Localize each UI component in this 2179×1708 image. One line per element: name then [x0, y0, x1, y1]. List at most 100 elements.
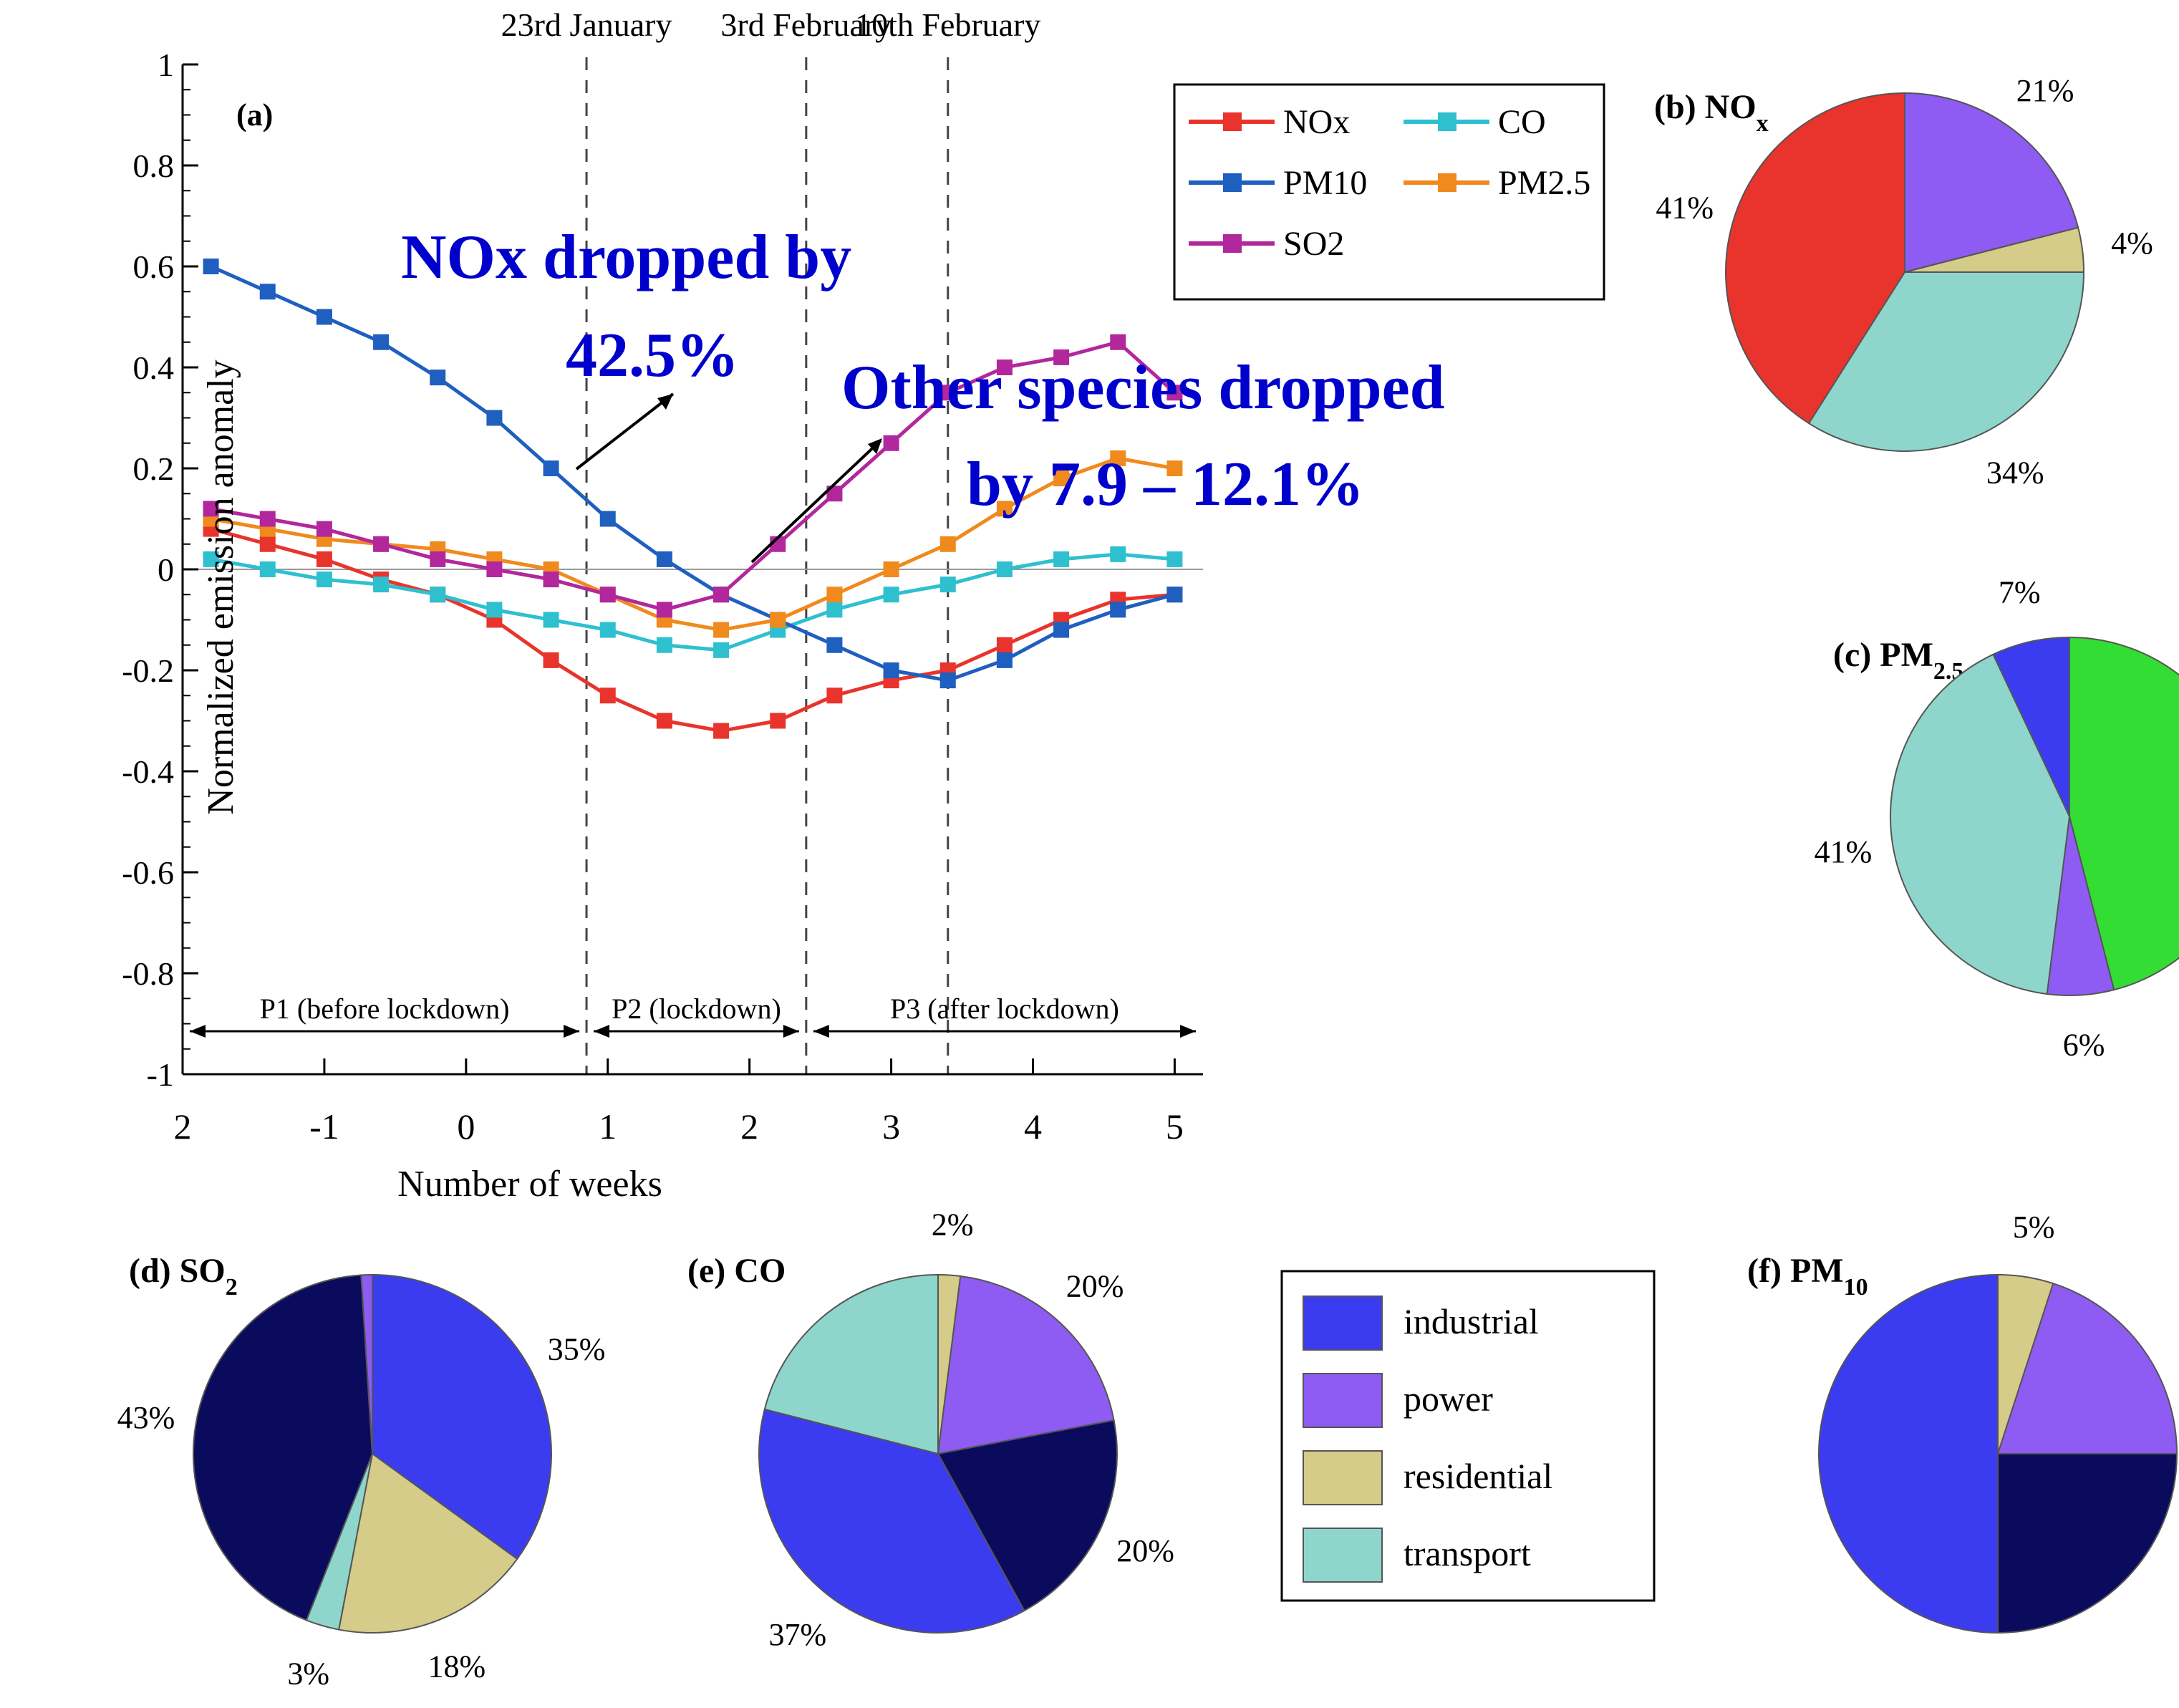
data-point-so2 — [1166, 385, 1183, 401]
sector-legend: industrial power residential transport — [1280, 1270, 1656, 1602]
data-point-pm10 — [939, 672, 956, 689]
data-point-pm2-5 — [770, 612, 786, 628]
pie-slice-label: 6% — [2063, 1027, 2105, 1062]
annotation-other-line2: by 7.9 – 12.1% — [967, 450, 1364, 519]
data-point-pm10 — [316, 309, 332, 325]
data-point-pm2-5 — [826, 587, 843, 603]
data-point-pm10 — [883, 662, 899, 678]
data-point-so2 — [373, 536, 390, 552]
pie-slice-label: 35% — [548, 1332, 606, 1367]
pie-slice-label: 18% — [427, 1649, 485, 1684]
legend-label-pm2-5: PM2.5 — [1498, 164, 1590, 202]
data-point-co — [939, 576, 956, 593]
pie-slice-label: 37% — [769, 1617, 827, 1652]
data-point-so2 — [543, 571, 559, 588]
series-line-pm10 — [210, 264, 1176, 682]
data-point-pm10 — [996, 652, 1013, 668]
legend-label-co: CO — [1498, 103, 1546, 141]
series-line-nox — [210, 527, 1175, 733]
period-label-1: P1 (before lockdown) — [260, 993, 510, 1025]
pie-e-co: (e) CO 2% 20% 20% 37% — [687, 1207, 1174, 1652]
pie-slice-nox — [1725, 92, 1905, 425]
y-tick-label: -1 — [147, 1056, 174, 1093]
series-group — [203, 259, 1183, 739]
data-point-pm10 — [543, 460, 559, 476]
period-arrowhead-right — [1180, 1025, 1196, 1038]
data-point-co — [1053, 551, 1070, 567]
data-point-pm2-5 — [1110, 450, 1126, 466]
x-tick-label: -1 — [309, 1106, 339, 1147]
y-tick-label: -0.2 — [122, 652, 174, 689]
pie-title: (e) CO — [687, 1252, 786, 1290]
pie-slice-label: 41% — [1656, 190, 1714, 226]
pie-c-pm2-5: (c) PM2.546%6%41%7% — [1815, 575, 2179, 1062]
pie-slice-industrial — [758, 1408, 1025, 1634]
legend-swatch-marker — [1438, 173, 1456, 192]
data-point-co — [1110, 546, 1126, 562]
data-point-pm2-5 — [939, 536, 956, 552]
data-point-pm2-5 — [1053, 471, 1070, 487]
y-tick-label: 0.4 — [133, 349, 175, 386]
data-point-pm10 — [1053, 622, 1070, 638]
data-point-co — [373, 576, 390, 593]
pie-slice-power — [1904, 92, 2079, 274]
data-point-pm10 — [826, 637, 843, 653]
pie-slice-label: 21% — [2016, 73, 2074, 108]
axes: 10.80.60.40.20-0.2-0.4-0.6-0.8-12 -1 0 1 2 3 4… — [122, 47, 1203, 1147]
pie-slice-label: 5% — [2013, 1210, 2055, 1245]
pie-slice-label: 7% — [1999, 575, 2041, 610]
data-point-co — [543, 612, 559, 628]
data-point-pm10 — [1166, 587, 1183, 603]
series-pm10 — [203, 259, 1183, 689]
pie-title-subscript: 2 — [226, 1274, 238, 1301]
y-tick-label: 0 — [158, 551, 174, 588]
sector-label-transport: transport — [1403, 1533, 1531, 1573]
sector-swatch-power — [1303, 1373, 1383, 1428]
data-point-co — [656, 637, 672, 653]
event-label-3rd-february: 3rd February — [720, 6, 892, 43]
data-point-pm10 — [656, 551, 672, 567]
data-point-so2 — [203, 501, 219, 517]
pie-title-subscript: 10 — [1844, 1274, 1868, 1301]
pie-slice-industrial — [1818, 1273, 1999, 1634]
legend-label-pm10: PM10 — [1283, 164, 1367, 202]
data-point-co — [486, 602, 503, 618]
data-point-co — [259, 561, 276, 577]
species-legend: NOx CO PM10 PM2.5 SO2 — [1173, 83, 1605, 301]
pie-slice-navy — [1997, 1453, 2178, 1634]
period-labels: P1 (before lockdown) P2 (lockdown) P3 (aft… — [190, 993, 1196, 1038]
sector-label-power: power — [1403, 1379, 1493, 1419]
series-line-co — [211, 552, 1175, 652]
data-point-pm10 — [599, 511, 616, 527]
annotation-other: Other species dropped by 7.9 – 12.1% — [750, 353, 1445, 564]
data-point-nox — [316, 551, 332, 567]
sector-label-residential: residential — [1403, 1456, 1552, 1496]
data-point-pm10 — [1110, 602, 1126, 618]
pie-slice-label: 34% — [1986, 455, 2044, 490]
x-tick-label: 4 — [1024, 1106, 1042, 1147]
period-arrowhead-left — [813, 1025, 829, 1038]
legend-label-nox: NOx — [1283, 103, 1350, 141]
pie-slice-power — [937, 1275, 1115, 1455]
data-point-so2 — [996, 360, 1013, 375]
x-axis-label: Number of weeks — [397, 1164, 662, 1205]
sector-swatch-transport — [1303, 1528, 1383, 1583]
annotation-other-arrowhead — [868, 438, 882, 454]
annotation-other-arrow — [750, 439, 882, 564]
data-point-pm10 — [259, 284, 276, 300]
event-label-23rd-january: 23rd January — [501, 6, 672, 43]
legend-swatch-marker — [1223, 112, 1242, 131]
sector-swatch-industrial — [1303, 1296, 1383, 1351]
data-point-nox — [713, 723, 730, 739]
y-tick-label: -0.4 — [122, 753, 174, 790]
data-point-so2 — [1110, 334, 1126, 350]
x-tick-label: 0 — [457, 1106, 475, 1147]
data-point-co — [316, 571, 332, 588]
data-point-so2 — [883, 435, 899, 451]
data-point-so2 — [316, 521, 332, 537]
pie-slice-power — [1996, 1282, 2178, 1454]
pie-slice-industrial — [1992, 636, 2070, 817]
